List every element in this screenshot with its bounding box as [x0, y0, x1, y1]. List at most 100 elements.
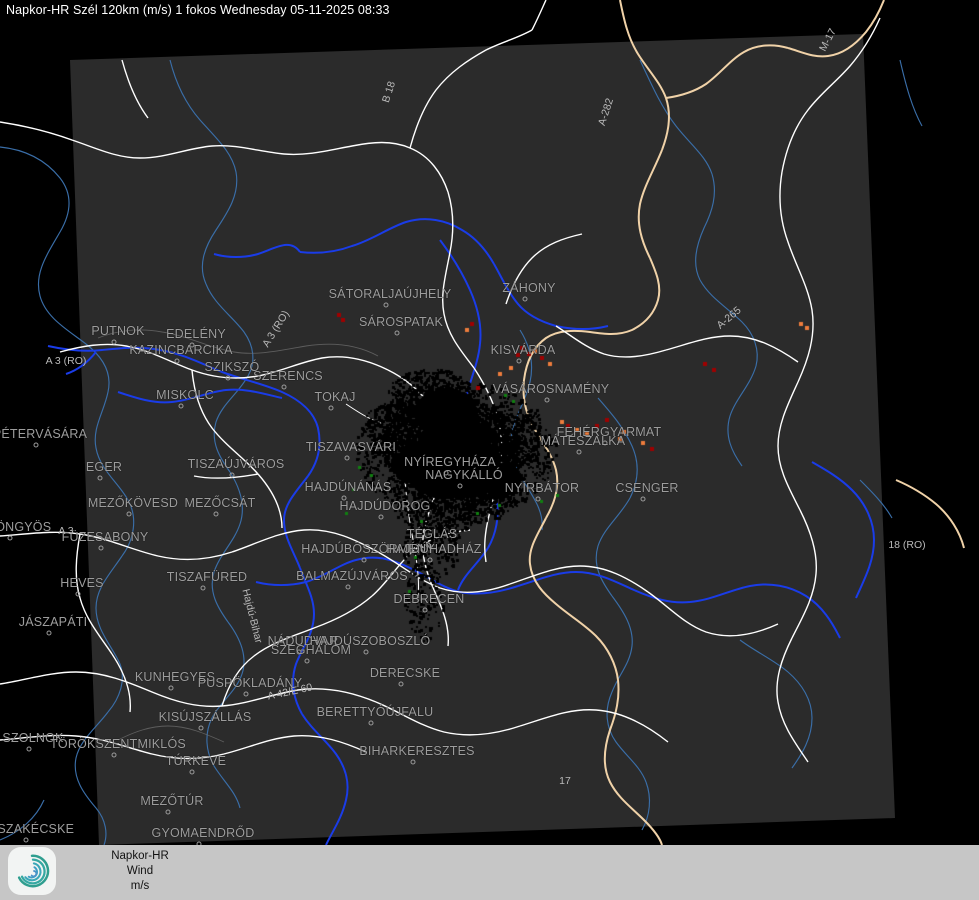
place-label: TOKAJ	[314, 390, 356, 404]
town-marker-icon	[576, 449, 582, 455]
place-label: FEHÉRGYARMAT	[556, 425, 662, 439]
place-label: TISZAVASVÁRI	[305, 440, 397, 454]
town-marker-icon	[522, 296, 528, 302]
town-marker-icon	[398, 681, 404, 687]
place-label: NÁDUDVAR	[267, 634, 339, 648]
town-marker-icon	[213, 511, 219, 517]
town-marker-icon	[383, 302, 389, 308]
place-label: TISZAFÜRED	[166, 570, 248, 584]
place-label: KISVÁRDA	[490, 343, 556, 357]
radar-echo-layer	[0, 0, 979, 845]
place-label: SZIKSZÓ	[204, 360, 260, 374]
town-marker-icon	[126, 511, 132, 517]
town-marker-icon	[7, 535, 13, 541]
place-label: KUNHEGYES	[134, 670, 216, 684]
town-marker-icon	[535, 496, 541, 502]
place-label: TÖRÖKSZENTMIKLÓS	[50, 737, 186, 751]
place-label: GYÖNGYÖS	[0, 520, 52, 534]
place-label: MEZŐTÚR	[140, 794, 204, 808]
place-label: VÁSÁROSNAMÉNY	[492, 382, 610, 396]
place-label: TISZAKÉCSKE	[0, 822, 75, 836]
place-label: SZEGHALOM	[270, 643, 352, 657]
place-label: GYOMAENDRŐD	[151, 826, 255, 840]
place-label: SÁTORALJAÚJHELY	[328, 287, 452, 301]
town-marker-icon	[111, 339, 117, 345]
legend-unit-label: m/s	[130, 880, 150, 892]
road-label: 17	[559, 775, 571, 787]
town-marker-icon	[33, 442, 39, 448]
town-marker-icon	[196, 841, 202, 845]
town-marker-icon	[368, 720, 374, 726]
town-marker-icon	[345, 584, 351, 590]
town-marker-icon	[457, 483, 463, 489]
place-label: MISKOLC	[156, 388, 214, 402]
place-label: KAZINCBARCIKA	[129, 343, 233, 357]
place-label: NAGYKÁLLÓ	[425, 468, 503, 482]
place-label: HAJDÚSZOBOSZLÓ	[309, 634, 431, 648]
town-marker-icon	[516, 358, 522, 364]
town-marker-icon	[75, 591, 81, 597]
town-marker-icon	[189, 769, 195, 775]
road-label: A 3	[58, 525, 74, 537]
place-label: SÁROSPATAK	[359, 315, 443, 329]
place-label: FÜZESABONY	[61, 530, 149, 544]
place-label: EGER	[85, 460, 123, 474]
place-label: HAJDÚBÖSZÖRMÉNY	[301, 542, 435, 556]
place-label: SZOLNOK	[2, 731, 64, 745]
place-label: KISÚJSZÁLLÁS	[158, 710, 252, 724]
town-marker-icon	[281, 384, 287, 390]
town-marker-icon	[394, 330, 400, 336]
place-label: SZERENCS	[253, 369, 323, 383]
page-title: Napkor-HR Szél 120km (m/s) 1 fokos Wedne…	[6, 3, 390, 17]
place-label: PÜSPÖKLADÁNY	[197, 676, 303, 690]
place-label: HAJDÚHADHÁZ	[386, 542, 482, 556]
town-marker-icon	[174, 358, 180, 364]
place-label: MÁTÉSZALKA	[540, 434, 626, 448]
town-marker-icon	[640, 496, 646, 502]
town-marker-icon	[361, 557, 367, 563]
place-label: BERETTYÓÚJFALU	[316, 705, 434, 719]
town-marker-icon	[168, 685, 174, 691]
town-marker-icon	[198, 725, 204, 731]
place-label: CSENGER	[615, 481, 679, 495]
town-marker-icon	[410, 759, 416, 765]
place-label: BALMAZÚJVÁROS	[296, 569, 408, 583]
town-marker-icon	[189, 342, 195, 348]
town-marker-icon	[304, 658, 310, 664]
radar-map[interactable]: PUTNOK EDELÉNY KAZINCBARCIKA SZIKSZÓ SZERENC…	[0, 0, 979, 845]
road-label: A 3 (RO)	[45, 355, 87, 367]
town-marker-icon	[26, 746, 32, 752]
town-marker-icon	[229, 472, 235, 478]
town-marker-icon	[97, 475, 103, 481]
legend-product-label: Napkor-HR	[111, 850, 169, 862]
legend-quantity-label: Wind	[126, 865, 154, 877]
town-marker-icon	[46, 630, 52, 636]
town-marker-icon	[111, 752, 117, 758]
town-marker-icon	[243, 691, 249, 697]
place-label: HAJDÚDOROG	[339, 499, 431, 513]
town-marker-icon	[425, 542, 431, 548]
town-marker-icon	[165, 809, 171, 815]
place-label: DEBRECEN	[393, 592, 465, 606]
town-marker-icon	[427, 557, 433, 563]
town-marker-icon	[422, 607, 428, 613]
cyclone-spiral-icon	[17, 854, 50, 888]
place-label: HEVES	[60, 576, 104, 590]
place-label: DERECSKE	[369, 666, 441, 680]
town-marker-icon	[296, 649, 302, 655]
place-label: BIHARKERESZTES	[359, 744, 475, 758]
place-label: MEZŐCSÁT	[184, 496, 256, 510]
place-label: ZÁHONY	[502, 281, 556, 295]
town-marker-icon	[23, 837, 29, 843]
town-marker-icon	[341, 495, 347, 501]
place-label: HAJDÚNÁNÁS	[304, 480, 392, 494]
town-marker-icon	[98, 545, 104, 551]
place-label: TÚRKEVE	[165, 754, 227, 768]
place-label: TÉGLÁS	[406, 527, 458, 541]
legend-caption: Napkor-HR Wind m/s	[104, 845, 176, 900]
place-label: PÉTERVÁSÁRA	[0, 427, 88, 441]
place-label: TISZAÚJVÁROS	[187, 457, 285, 471]
town-marker-icon	[200, 585, 206, 591]
town-marker-icon	[225, 375, 231, 381]
